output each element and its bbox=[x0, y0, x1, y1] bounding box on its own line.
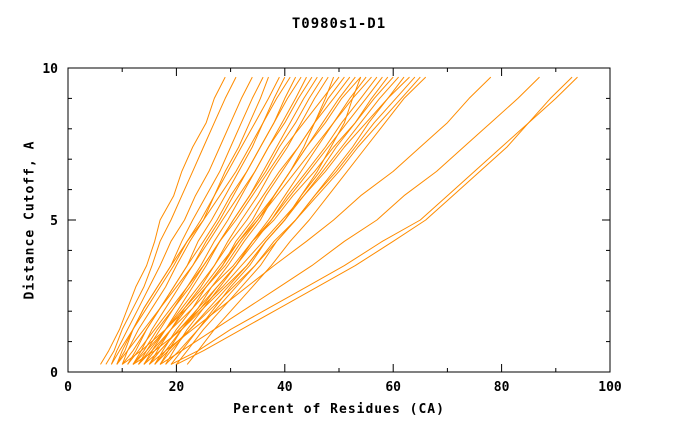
model-curve bbox=[110, 76, 253, 365]
model-curve bbox=[127, 76, 340, 365]
model-curve bbox=[116, 76, 313, 365]
model-curve bbox=[170, 76, 578, 365]
tick-labels-group: 0 20 40 60 80 100 0 5 10 bbox=[42, 62, 622, 395]
model-curve bbox=[148, 76, 492, 365]
model-curve bbox=[176, 76, 573, 365]
model-curve bbox=[143, 76, 410, 365]
model-curve bbox=[132, 76, 324, 365]
model-curve bbox=[138, 76, 307, 365]
x-axis-label: Percent of Residues (CA) bbox=[233, 402, 445, 417]
y-tick-label: 10 bbox=[42, 62, 58, 77]
y-tick-label: 0 bbox=[50, 366, 58, 381]
model-curve bbox=[148, 76, 329, 365]
model-curve bbox=[165, 76, 416, 365]
model-curve bbox=[138, 76, 394, 365]
model-curve bbox=[100, 76, 226, 365]
model-curve bbox=[143, 76, 362, 365]
model-curve bbox=[105, 76, 237, 365]
model-curve bbox=[121, 76, 302, 365]
model-curve bbox=[154, 76, 378, 365]
plot-frame bbox=[67, 67, 611, 373]
x-tick-label: 0 bbox=[64, 380, 72, 395]
model-curve bbox=[154, 76, 421, 365]
axes-group bbox=[67, 67, 611, 373]
x-tick-label: 20 bbox=[169, 380, 185, 395]
x-tick-label: 100 bbox=[598, 380, 622, 395]
model-curve bbox=[116, 76, 291, 365]
y-axis-label: Distance Cutoff, A bbox=[22, 140, 38, 300]
x-tick-label: 40 bbox=[277, 380, 293, 395]
curves-group bbox=[100, 76, 578, 365]
model-curve bbox=[159, 76, 399, 365]
model-curve bbox=[159, 76, 540, 365]
model-curve bbox=[186, 76, 427, 365]
x-tick-label: 80 bbox=[494, 380, 510, 395]
chart-title: T0980s1-D1 bbox=[291, 16, 387, 32]
model-curve bbox=[143, 76, 318, 365]
x-tick-label: 60 bbox=[385, 380, 401, 395]
model-curve bbox=[132, 76, 372, 365]
y-tick-label: 5 bbox=[50, 214, 58, 229]
model-curve bbox=[121, 76, 269, 365]
